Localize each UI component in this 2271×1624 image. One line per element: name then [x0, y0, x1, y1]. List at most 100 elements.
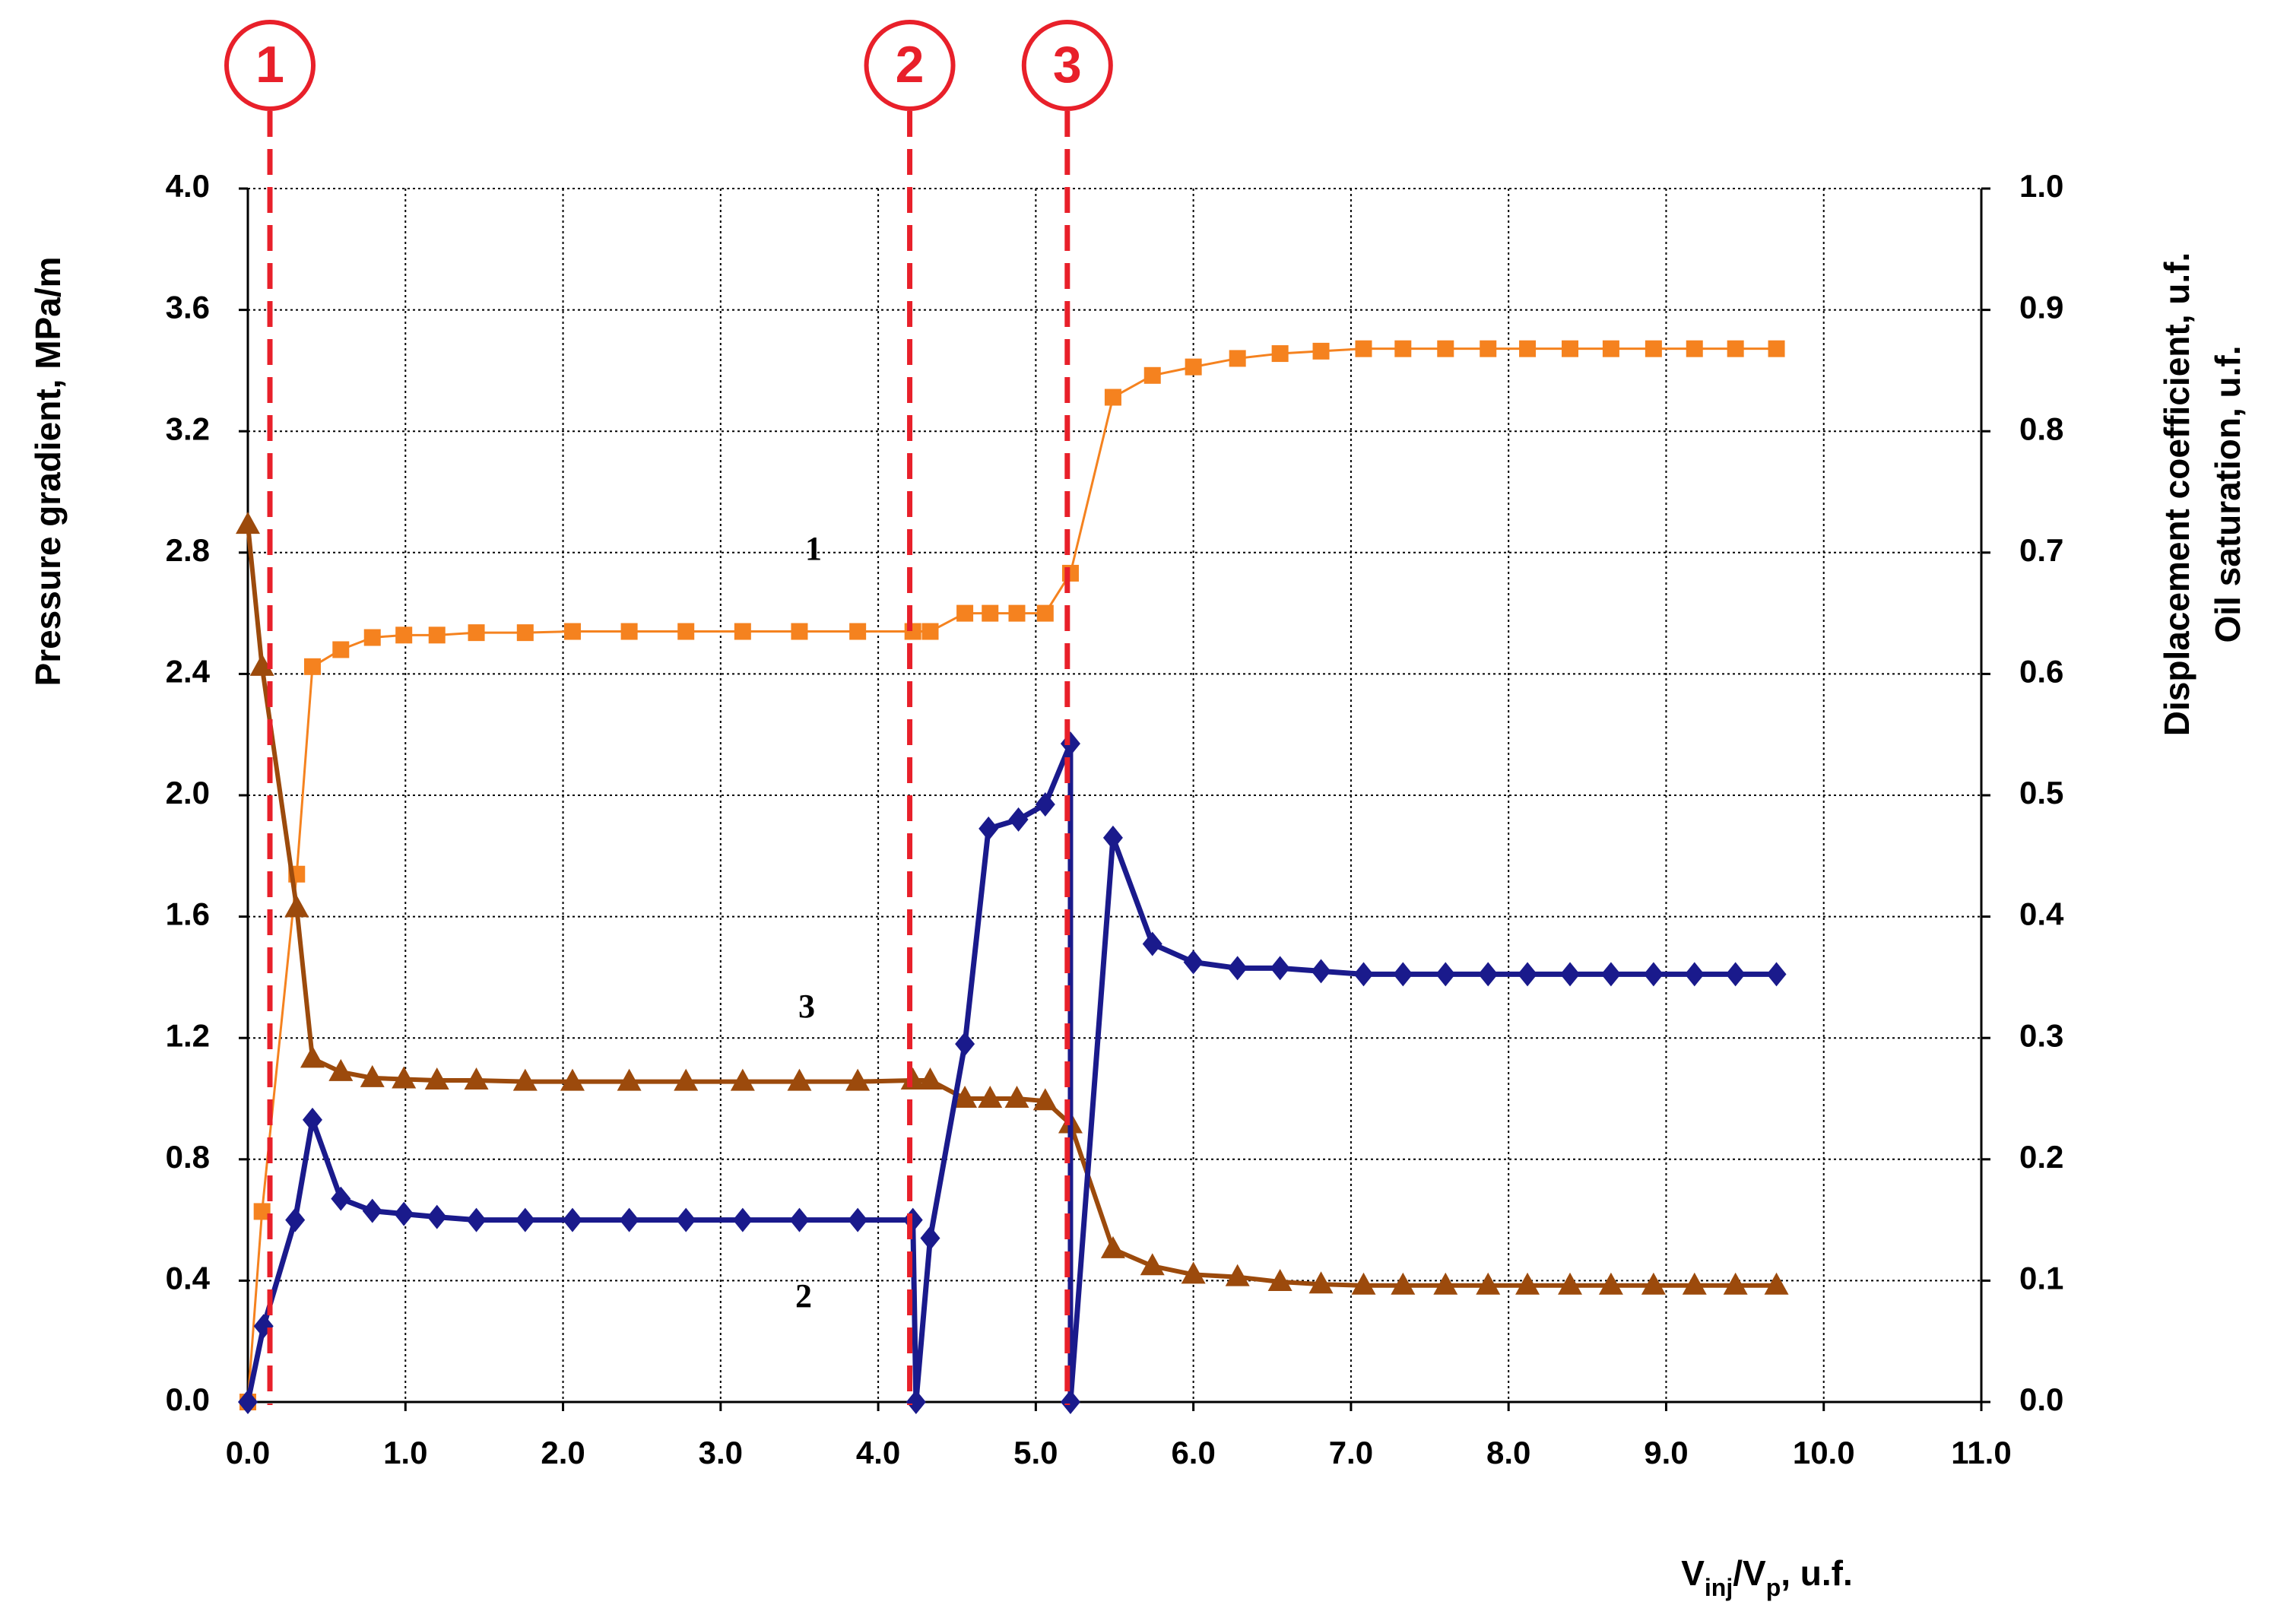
data-point [845, 1068, 871, 1091]
data-point [730, 1068, 755, 1091]
data-point [620, 623, 638, 640]
data-point [674, 1068, 699, 1091]
data-point [427, 1204, 447, 1229]
data-point [331, 1186, 351, 1211]
data-point [978, 816, 999, 841]
data-point [1008, 604, 1026, 622]
data-point [1104, 389, 1121, 406]
data-point [1558, 1272, 1583, 1295]
curve-label: 1 [805, 530, 822, 567]
data-point [1768, 340, 1785, 357]
y2-axis-title: Displacement coefficient, u.f. [2157, 252, 2196, 736]
reference-circle [224, 20, 316, 111]
y-tick-label: 2.0 [166, 775, 210, 810]
x-tick-label: 9.0 [1644, 1435, 1688, 1470]
data-point [468, 624, 485, 642]
data-point [1061, 564, 1079, 582]
x-title-part: /V [1733, 1553, 1766, 1593]
y-tick-label: 2.8 [166, 532, 210, 568]
data-point [734, 623, 751, 640]
y2-tick-label: 0.3 [2019, 1017, 2063, 1053]
data-point [1476, 1272, 1501, 1295]
data-point [253, 1203, 271, 1220]
x-title-sub: p [1766, 1574, 1781, 1601]
data-point [849, 623, 867, 640]
data-point [1433, 1272, 1458, 1295]
data-point [362, 1198, 382, 1223]
data-point [1060, 1390, 1080, 1414]
y-tick-label: 3.6 [166, 290, 210, 325]
data-point [424, 1067, 449, 1090]
x-tick-label: 10.0 [1793, 1435, 1855, 1470]
data-point [1643, 962, 1664, 987]
y2-axis-title: Oil saturation, u.f. [2208, 345, 2247, 642]
y2-tick-label: 0.7 [2019, 532, 2063, 568]
data-point [1560, 962, 1581, 987]
data-point [236, 512, 260, 534]
data-point [1435, 962, 1456, 987]
data-point [1227, 956, 1248, 981]
reference-circle [864, 20, 956, 111]
data-point [1393, 962, 1413, 987]
data-point [1008, 807, 1029, 832]
y-tick-label: 0.0 [166, 1381, 210, 1417]
data-point [395, 626, 413, 644]
data-point [921, 623, 939, 640]
data-point [1181, 1261, 1206, 1284]
data-point [1311, 959, 1331, 984]
data-point [563, 623, 581, 640]
data-point [617, 1068, 642, 1091]
reference-circle [1021, 20, 1113, 111]
data-point [1518, 962, 1538, 987]
data-point [1562, 340, 1579, 357]
data-point [516, 624, 534, 642]
data-point [904, 623, 921, 640]
data-point [1355, 340, 1372, 357]
data-point [392, 1066, 417, 1089]
data-point [428, 626, 446, 644]
data-point [1142, 931, 1162, 956]
data-point [249, 653, 274, 676]
data-point [284, 895, 309, 918]
data-point [285, 1207, 306, 1232]
y2-tick-label: 1.0 [2019, 168, 2063, 204]
series-line [246, 347, 1777, 1403]
data-point [1271, 345, 1289, 363]
data-point [1035, 791, 1055, 817]
x-tick-label: 11.0 [1951, 1435, 2011, 1470]
data-point [1102, 825, 1123, 850]
data-point [789, 1207, 810, 1232]
data-point [1686, 340, 1703, 357]
data-point [791, 623, 808, 640]
curve-label: 3 [798, 988, 815, 1025]
data-point [677, 623, 695, 640]
x-tick-label: 3.0 [699, 1435, 743, 1470]
data-point [920, 1226, 940, 1251]
y-tick-label: 1.2 [166, 1017, 210, 1053]
data-point [1682, 1272, 1707, 1295]
y2-tick-label: 0.2 [2019, 1139, 2063, 1175]
y2-tick-label: 0.0 [2019, 1381, 2063, 1417]
x-tick-label: 0.0 [226, 1435, 270, 1470]
curve-label: 2 [795, 1277, 812, 1315]
data-point [1480, 340, 1497, 357]
y-axis-title: Pressure gradient, MPa/m [28, 257, 68, 687]
data-point [1437, 340, 1454, 357]
data-point [1353, 962, 1374, 987]
data-point [978, 1086, 1003, 1108]
y-tick-label: 0.4 [166, 1260, 211, 1296]
data-point [1600, 962, 1621, 987]
x-title-part: V [1681, 1553, 1705, 1593]
data-point [238, 1390, 258, 1414]
data-point [1394, 340, 1412, 357]
data-point [1225, 1264, 1250, 1286]
data-point [1143, 366, 1161, 384]
data-point [1100, 1235, 1125, 1258]
x-tick-label: 4.0 [856, 1435, 900, 1470]
data-point [394, 1201, 414, 1226]
x-tick-label: 5.0 [1013, 1435, 1058, 1470]
x-title-part: , u.f. [1781, 1553, 1853, 1593]
data-point [1140, 1253, 1165, 1276]
